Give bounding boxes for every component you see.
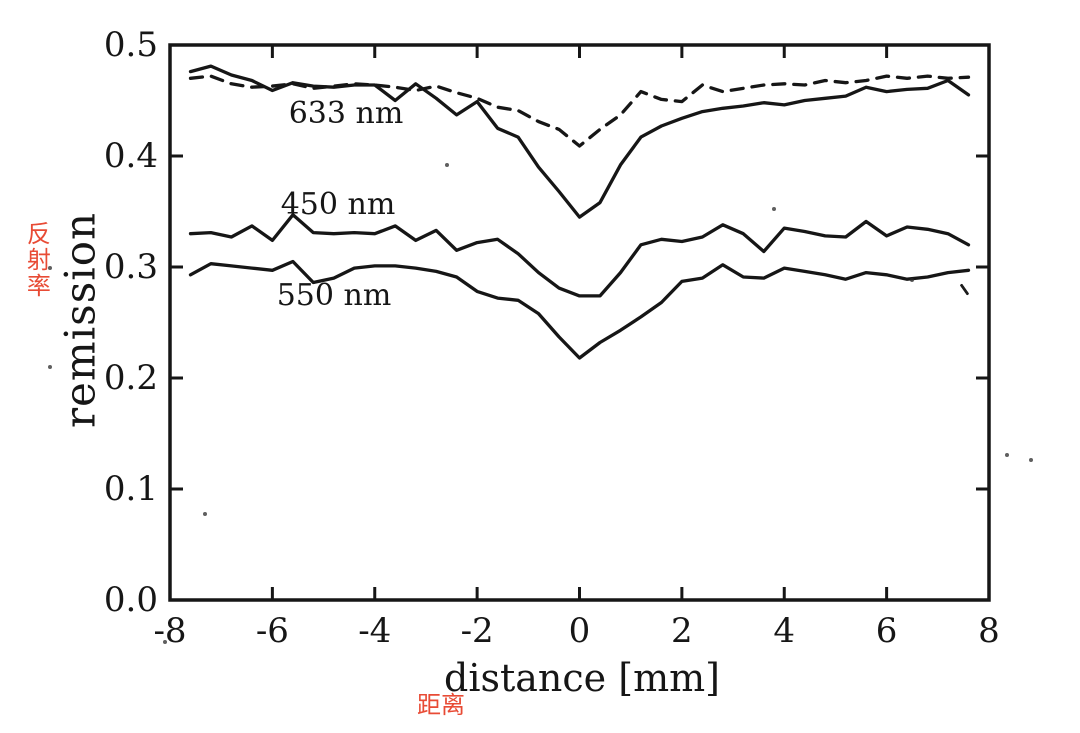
scan-speck	[48, 266, 52, 270]
x-tick-label: 8	[978, 611, 1000, 651]
y-tick-label: 0.3	[103, 247, 158, 287]
x-tick-label: 4	[773, 611, 796, 651]
scan-speck	[772, 207, 776, 211]
scan-speck	[163, 640, 167, 644]
curve-label-633nm: 633 nm	[288, 96, 404, 131]
x-tick-label: -6	[255, 611, 289, 651]
curve-450-nm	[188, 213, 971, 298]
y-tick-label: 0.0	[103, 580, 158, 620]
y-axis-translation-annotation: 反射率	[22, 221, 51, 299]
scan-speck	[445, 163, 449, 167]
x-axis-title: distance [mm]	[444, 656, 720, 700]
curve-550-nm	[188, 259, 971, 360]
scan-speck	[203, 512, 207, 516]
x-tick-label: 0	[568, 611, 591, 651]
x-axis-translation-annotation: 距离	[417, 691, 465, 719]
curve-label-550nm: 550 nm	[276, 278, 392, 313]
curve-label-450nm: 450 nm	[280, 187, 396, 222]
x-tick-label: -8	[153, 611, 187, 651]
x-tick-label: 6	[875, 611, 898, 651]
scan-speck	[1005, 453, 1009, 457]
curve-633-nm-solid-	[188, 64, 971, 219]
y-tick-label: 0.1	[103, 469, 158, 509]
scan-speck	[48, 365, 52, 369]
x-tick-label: -4	[358, 611, 392, 651]
y-tick-label: 0.2	[103, 358, 158, 398]
x-tick-label: -2	[460, 611, 494, 651]
x-tick-label: 2	[671, 611, 693, 651]
scan-speck	[1029, 458, 1033, 462]
scan-speck	[910, 278, 914, 282]
y-tick-label: 0.4	[103, 136, 158, 176]
y-tick-label: 0.5	[103, 25, 158, 65]
